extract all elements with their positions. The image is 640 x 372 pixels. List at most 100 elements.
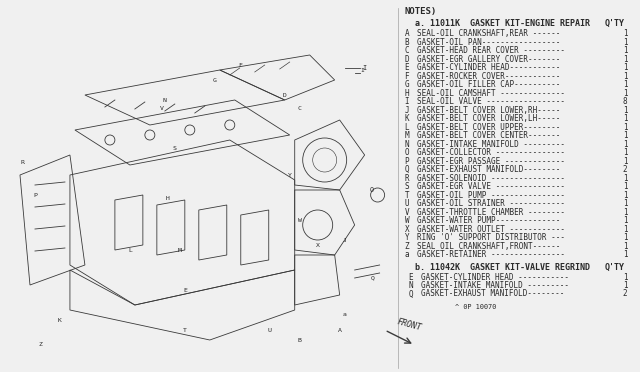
Text: V: V bbox=[160, 106, 164, 110]
Text: P: P bbox=[33, 192, 37, 198]
Text: 1: 1 bbox=[623, 140, 627, 148]
Text: T: T bbox=[404, 190, 409, 199]
Text: GASKET-OIL FILLER CAP----------: GASKET-OIL FILLER CAP---------- bbox=[417, 80, 560, 89]
Text: a: a bbox=[343, 312, 347, 317]
Text: GASKET-BELT COVER LOWER,RH-----: GASKET-BELT COVER LOWER,RH----- bbox=[417, 106, 560, 115]
Text: L: L bbox=[128, 247, 132, 253]
Text: N: N bbox=[163, 97, 167, 103]
Text: RING 'O' SUPPORT DISTRIBUTOR ---: RING 'O' SUPPORT DISTRIBUTOR --- bbox=[417, 233, 564, 242]
Text: 2: 2 bbox=[623, 165, 627, 174]
Text: 1: 1 bbox=[623, 148, 627, 157]
Text: K: K bbox=[404, 114, 409, 123]
Text: B: B bbox=[404, 38, 409, 46]
Text: GASKET-OIL PAN-----------------: GASKET-OIL PAN----------------- bbox=[417, 38, 560, 46]
Text: GASKET-WATER PUMP--------------: GASKET-WATER PUMP-------------- bbox=[417, 216, 560, 225]
Text: GASKET-CYLINDER HEAD -----------: GASKET-CYLINDER HEAD ----------- bbox=[420, 273, 568, 282]
Text: 1: 1 bbox=[623, 131, 627, 140]
Text: H: H bbox=[404, 89, 409, 97]
Text: GASKET-RETAINER ----------------: GASKET-RETAINER ---------------- bbox=[417, 250, 564, 259]
Text: GASKET-EGR GALLERY COVER-------: GASKET-EGR GALLERY COVER------- bbox=[417, 55, 560, 64]
Text: NOTES): NOTES) bbox=[404, 7, 437, 16]
Text: 1: 1 bbox=[623, 63, 627, 72]
Text: Q'TY: Q'TY bbox=[604, 19, 625, 28]
Text: 1: 1 bbox=[623, 114, 627, 123]
Text: SEAL-OIL CRANKSHAFT,REAR ------: SEAL-OIL CRANKSHAFT,REAR ------ bbox=[417, 29, 560, 38]
Text: M: M bbox=[404, 131, 409, 140]
Text: J: J bbox=[343, 237, 347, 243]
Text: GASKET-HEAD REAR COVER ---------: GASKET-HEAD REAR COVER --------- bbox=[417, 46, 564, 55]
Text: 1: 1 bbox=[623, 241, 627, 250]
Text: 1: 1 bbox=[623, 281, 627, 290]
Text: I: I bbox=[361, 67, 365, 73]
Text: 2: 2 bbox=[623, 289, 627, 298]
Text: GASKET-INTAKE MANIFOLD ---------: GASKET-INTAKE MANIFOLD --------- bbox=[420, 281, 568, 290]
Text: 1: 1 bbox=[623, 46, 627, 55]
Text: D: D bbox=[404, 55, 409, 64]
Text: GASKET-BELT COVER LOWER,LH-----: GASKET-BELT COVER LOWER,LH----- bbox=[417, 114, 560, 123]
Text: W: W bbox=[404, 216, 409, 225]
Text: U: U bbox=[268, 327, 271, 333]
Text: S: S bbox=[404, 182, 409, 191]
Text: 1: 1 bbox=[623, 233, 627, 242]
Text: 1: 1 bbox=[623, 199, 627, 208]
Text: GASKET-WATER OUTLET ------------: GASKET-WATER OUTLET ------------ bbox=[417, 224, 564, 234]
Text: C: C bbox=[404, 46, 409, 55]
Text: P: P bbox=[404, 157, 409, 166]
Text: b. 11042K  GASKET KIT-VALVE REGRIND: b. 11042K GASKET KIT-VALVE REGRIND bbox=[415, 263, 589, 272]
Text: Q: Q bbox=[371, 276, 374, 280]
Text: GASKET-SOLENOID ----------------: GASKET-SOLENOID ---------------- bbox=[417, 173, 564, 183]
Text: SEAL OIL CRANKSHAFT,FRONT------: SEAL OIL CRANKSHAFT,FRONT------ bbox=[417, 241, 560, 250]
Text: GASKET-EGR PASSAGE -------------: GASKET-EGR PASSAGE ------------- bbox=[417, 157, 564, 166]
Text: W: W bbox=[298, 218, 301, 222]
Text: O: O bbox=[370, 187, 374, 193]
Text: 1: 1 bbox=[623, 173, 627, 183]
Text: FRONT: FRONT bbox=[396, 317, 422, 332]
Text: 1: 1 bbox=[623, 182, 627, 191]
Text: X: X bbox=[404, 224, 409, 234]
Text: H: H bbox=[166, 196, 170, 201]
Text: 1: 1 bbox=[623, 80, 627, 89]
Text: GASKET-BELT COVER UPPER--------: GASKET-BELT COVER UPPER-------- bbox=[417, 122, 560, 131]
Text: E: E bbox=[183, 288, 187, 292]
Text: C: C bbox=[298, 106, 301, 110]
Text: O: O bbox=[404, 148, 409, 157]
Text: GASKET-THROTTLE CHAMBER --------: GASKET-THROTTLE CHAMBER -------- bbox=[417, 208, 564, 217]
Text: 1: 1 bbox=[623, 38, 627, 46]
Text: A: A bbox=[338, 327, 342, 333]
Text: R: R bbox=[20, 160, 24, 164]
Text: M: M bbox=[178, 247, 182, 253]
Text: Y: Y bbox=[404, 233, 409, 242]
Text: GASKET-OIL PUMP ----------------: GASKET-OIL PUMP ---------------- bbox=[417, 190, 564, 199]
Text: 1: 1 bbox=[623, 216, 627, 225]
Text: ^ 0P 10070: ^ 0P 10070 bbox=[454, 304, 496, 310]
Text: 1: 1 bbox=[623, 122, 627, 131]
Text: L: L bbox=[404, 122, 409, 131]
Text: E: E bbox=[408, 273, 413, 282]
Text: Q: Q bbox=[404, 165, 409, 174]
Text: GASKET-EXHAUST MANIFOLD--------: GASKET-EXHAUST MANIFOLD-------- bbox=[420, 289, 564, 298]
Text: 1: 1 bbox=[623, 224, 627, 234]
Text: 1: 1 bbox=[623, 106, 627, 115]
Text: a: a bbox=[404, 250, 409, 259]
Text: Q'TY: Q'TY bbox=[604, 263, 625, 272]
Text: K: K bbox=[58, 317, 62, 323]
Text: GASKET-EGR VALVE ---------------: GASKET-EGR VALVE --------------- bbox=[417, 182, 564, 191]
Text: Z: Z bbox=[404, 241, 409, 250]
Text: GASKET-CYLINDER HEAD-----------: GASKET-CYLINDER HEAD----------- bbox=[417, 63, 560, 72]
Text: Y: Y bbox=[288, 173, 292, 177]
Text: 1: 1 bbox=[623, 157, 627, 166]
Text: 1: 1 bbox=[623, 71, 627, 80]
Text: J: J bbox=[404, 106, 409, 115]
Text: G: G bbox=[213, 77, 217, 83]
Text: V: V bbox=[404, 208, 409, 217]
Text: 1: 1 bbox=[623, 55, 627, 64]
Text: I: I bbox=[363, 65, 367, 71]
Text: GASKET-ROCKER COVER------------: GASKET-ROCKER COVER------------ bbox=[417, 71, 560, 80]
Text: GASKET-INTAKE MANIFOLD ---------: GASKET-INTAKE MANIFOLD --------- bbox=[417, 140, 564, 148]
Text: T: T bbox=[183, 327, 187, 333]
Text: R: R bbox=[404, 173, 409, 183]
Text: I: I bbox=[404, 97, 409, 106]
Text: F: F bbox=[238, 62, 242, 67]
Text: a. 11011K  GASKET KIT-ENGINE REPAIR: a. 11011K GASKET KIT-ENGINE REPAIR bbox=[415, 19, 589, 28]
Text: N: N bbox=[408, 281, 413, 290]
